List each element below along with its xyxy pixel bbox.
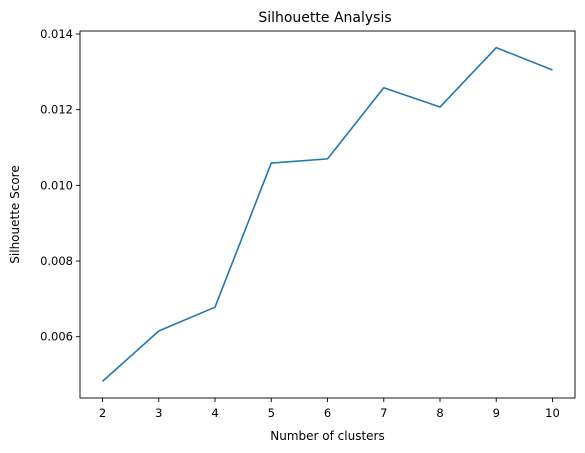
x-tick-label: 9 — [493, 406, 500, 420]
x-tick-label: 5 — [268, 406, 275, 420]
y-axis: 0.006 0.008 0.010 0.012 0.014 — [40, 27, 80, 344]
chart-title: Silhouette Analysis — [258, 10, 391, 26]
x-tick-label: 4 — [211, 406, 218, 420]
x-axis-label: Number of clusters — [270, 429, 384, 443]
x-axis: 2 3 4 5 6 7 8 9 10 — [99, 398, 560, 420]
y-axis-label: Silhouette Score — [8, 165, 22, 263]
x-tick-label: 2 — [99, 406, 106, 420]
x-tick-label: 3 — [155, 406, 162, 420]
y-tick-label: 0.010 — [40, 178, 73, 192]
series-line — [101, 46, 553, 382]
y-tick-label: 0.006 — [40, 330, 73, 344]
axes-frame — [79, 30, 576, 399]
y-tick-label: 0.012 — [40, 103, 73, 117]
y-tick-label: 0.014 — [40, 27, 73, 41]
y-tick-label: 0.008 — [40, 254, 73, 268]
x-tick-label: 10 — [545, 406, 560, 420]
x-tick-label: 6 — [324, 406, 331, 420]
plot-area — [101, 46, 553, 382]
x-tick-label: 7 — [380, 406, 387, 420]
x-tick-label: 8 — [436, 406, 443, 420]
